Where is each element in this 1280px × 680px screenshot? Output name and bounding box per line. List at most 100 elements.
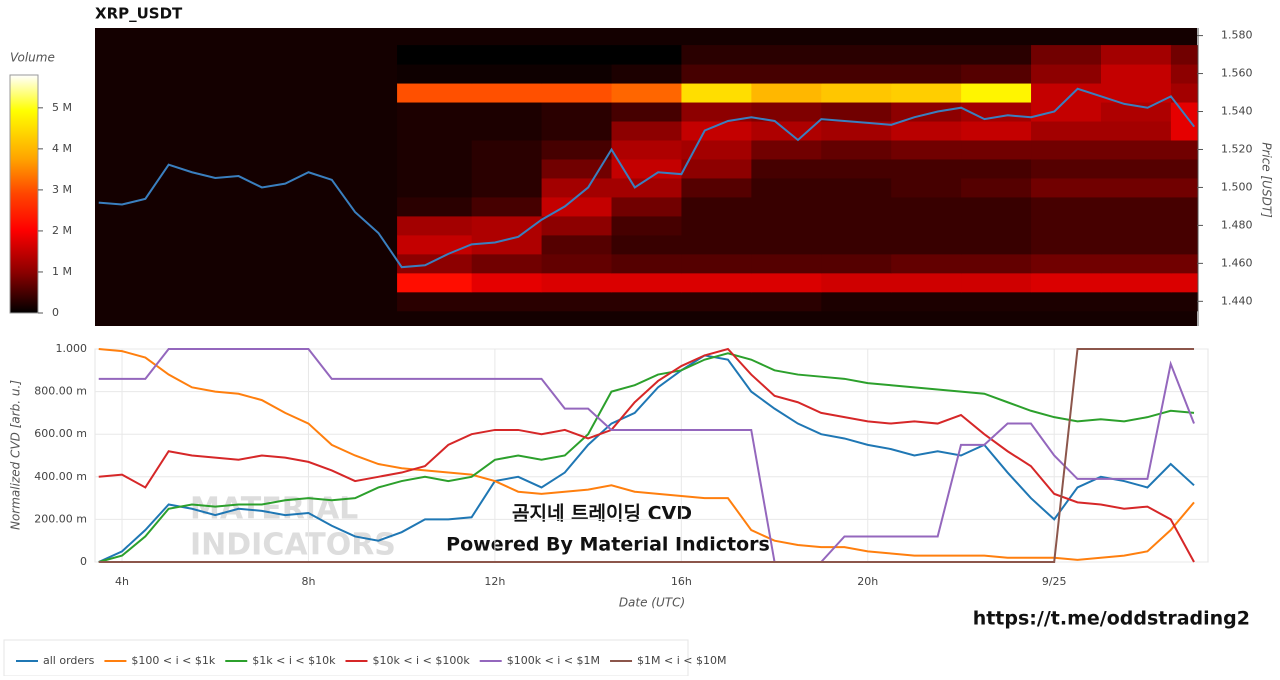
- heatmap-cell: [821, 234, 892, 255]
- legend: [3, 639, 689, 677]
- heatmap-cell: [681, 121, 752, 141]
- heatmap-cell: [611, 83, 682, 103]
- heatmap-cell: [751, 83, 822, 103]
- heatmap-cell: [961, 83, 1032, 103]
- heatmap-cell: [611, 196, 682, 217]
- heatmap-cell: [821, 45, 892, 65]
- x-axis-label: Date (UTC): [619, 596, 685, 610]
- heatmap-cell: [1031, 139, 1102, 160]
- heatmap-cell: [681, 139, 752, 160]
- y-tick-label: 800.00 m: [34, 385, 87, 398]
- colorbar-tick-label: 5 M: [52, 101, 72, 114]
- heatmap-cell: [1031, 177, 1102, 198]
- heatmap-cell: [681, 196, 752, 217]
- heatmap-cell: [681, 234, 752, 255]
- heatmap-cell: [751, 158, 822, 179]
- heatmap-cell: [961, 196, 1032, 217]
- heatmap-cell: [397, 45, 473, 65]
- y-axis-label: Price [USDT]: [1260, 142, 1274, 218]
- y-tick-label: 1.480: [1221, 218, 1253, 231]
- heatmap-cell: [1100, 253, 1172, 274]
- heatmap-cell: [821, 196, 892, 217]
- x-tick-label: 9/25: [1042, 575, 1067, 588]
- heatmap-cell: [1100, 177, 1172, 198]
- heatmap-cell: [961, 102, 1032, 122]
- heatmap-cell: [751, 196, 822, 217]
- heatmap-cell: [611, 64, 682, 84]
- colorbar-tick-label: 4 M: [52, 142, 72, 155]
- heatmap-cell: [891, 64, 962, 84]
- heatmap-cell: [397, 121, 473, 141]
- heatmap-cell: [891, 45, 962, 65]
- heatmap-cell: [821, 177, 892, 198]
- heatmap-cell: [1170, 158, 1198, 179]
- heatmap-cell: [961, 272, 1032, 293]
- heatmap-cell: [681, 272, 752, 293]
- y-tick-label: 1.520: [1221, 142, 1253, 155]
- heatmap-cell: [821, 215, 892, 236]
- heatmap-cell: [681, 177, 752, 198]
- heatmap-cell: [611, 121, 682, 141]
- heatmap-cell: [397, 215, 473, 236]
- colorbar-title: Volume: [10, 51, 55, 65]
- heatmap-cell: [961, 158, 1032, 179]
- y-tick-label: 1.000: [56, 342, 88, 355]
- heatmap-cell: [1031, 291, 1102, 312]
- heatmap-cell: [1100, 291, 1172, 312]
- y-tick-label: 1.580: [1221, 29, 1253, 42]
- heatmap-cell: [541, 121, 613, 141]
- heatmap-cell: [471, 83, 543, 103]
- heatmap-cell: [681, 45, 752, 65]
- heatmap-cell: [961, 121, 1032, 141]
- heatmap-cell: [751, 139, 822, 160]
- heatmap-cell: [611, 272, 682, 293]
- legend-label: $1M < i < $10M: [637, 654, 726, 667]
- colorbar-tick-label: 1 M: [52, 265, 72, 278]
- heatmap-cell: [821, 253, 892, 274]
- heatmap-cell: [1100, 196, 1172, 217]
- heatmap-cell: [821, 272, 892, 293]
- heatmap-cell: [1170, 177, 1198, 198]
- heatmap-cell: [821, 64, 892, 84]
- heatmap-cell: [611, 215, 682, 236]
- heatmap-cell: [1100, 45, 1172, 65]
- heatmap-cell: [681, 291, 752, 312]
- heatmap-cell: [751, 253, 822, 274]
- heatmap-cell: [891, 121, 962, 141]
- heatmap-cell: [821, 158, 892, 179]
- heatmap-cell: [611, 139, 682, 160]
- heatmap-cell: [471, 45, 543, 65]
- heatmap-cell: [471, 272, 543, 293]
- heatmap-cell: [471, 177, 543, 198]
- heatmap-cell: [611, 253, 682, 274]
- heatmap-cell: [541, 291, 613, 312]
- heatmap-cell: [1100, 272, 1172, 293]
- heatmap-cell: [1170, 121, 1198, 141]
- heatmap-cell: [1100, 102, 1172, 122]
- heatmap-cell: [397, 83, 473, 103]
- heatmap-cell: [1100, 215, 1172, 236]
- colorbar: [9, 74, 39, 314]
- heatmap-cell: [541, 215, 613, 236]
- heatmap-cell: [681, 83, 752, 103]
- y-axis-label: Normalized CVD [arb. u.]: [9, 380, 23, 530]
- series-line: [98, 87, 1195, 269]
- heatmap-cell: [1100, 83, 1172, 103]
- heatmap-cell: [1170, 272, 1198, 293]
- heatmap-cell: [1031, 83, 1102, 103]
- series-line: [98, 348, 1195, 563]
- watermark-text: Powered By Material Indictors: [446, 534, 770, 556]
- y-tick-label: 1.440: [1221, 294, 1253, 307]
- heatmap-cell: [611, 177, 682, 198]
- heatmap-cell: [541, 177, 613, 198]
- y-tick-label: 1.500: [1221, 180, 1253, 193]
- heatmap-cell: [541, 45, 613, 65]
- heatmap-cell: [541, 196, 613, 217]
- heatmap-cell: [1170, 45, 1198, 65]
- heatmap-cell: [397, 234, 473, 255]
- y-tick-label: 600.00 m: [34, 427, 87, 440]
- heatmap-cell: [471, 121, 543, 141]
- heatmap-cell: [611, 291, 682, 312]
- watermark-logo: MATERIAL: [190, 492, 358, 527]
- heatmap-cell: [541, 158, 613, 179]
